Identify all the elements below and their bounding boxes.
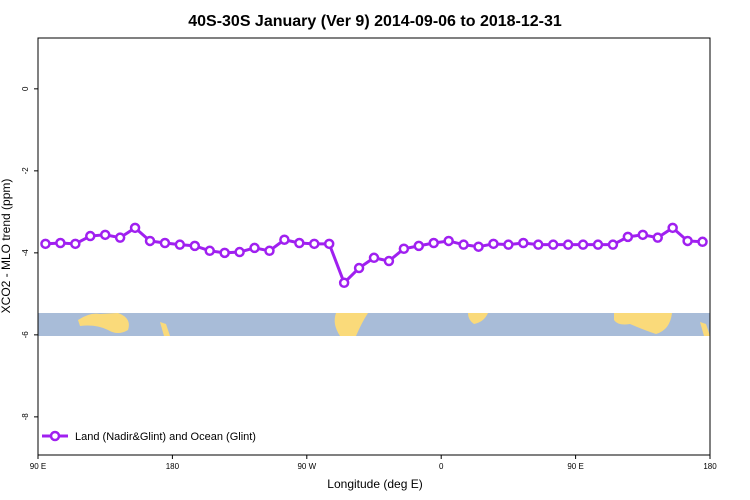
data-point (413, 240, 425, 252)
data-point (323, 238, 335, 250)
y-tick-label: -4 (21, 249, 30, 257)
y-tick-label: 0 (21, 86, 30, 91)
data-point (518, 237, 529, 249)
y-tick-label: -8 (21, 413, 30, 421)
data-point (503, 239, 514, 250)
x-tick-label: 180 (166, 462, 180, 471)
data-point (443, 235, 454, 247)
data-point (85, 230, 96, 242)
y-tick-label: -2 (21, 167, 30, 175)
data-point (279, 234, 290, 245)
plot-frame (37, 37, 711, 456)
data-point (652, 232, 663, 243)
data-point (682, 235, 693, 247)
data-point (309, 238, 320, 250)
data-point (547, 239, 559, 250)
data-point (129, 222, 141, 234)
data-point (174, 239, 186, 250)
x-tick-label: 90 E (30, 462, 46, 471)
data-point (383, 255, 395, 267)
data-point (622, 231, 634, 243)
data-point (55, 237, 66, 249)
data-point (99, 229, 111, 241)
x-tick-label: 0 (439, 462, 444, 471)
legend-label: Land (Nadir&Glint) and Ocean (Glint) (75, 431, 256, 443)
data-point (234, 246, 245, 258)
data-point (428, 237, 439, 249)
data-point (368, 252, 380, 264)
data-point (249, 242, 260, 254)
data-point (562, 239, 574, 250)
y-axis-label: XCO2 - MLO trend (ppm) (0, 179, 13, 314)
data-point (473, 241, 484, 252)
data-point (219, 247, 230, 259)
data-point (533, 239, 544, 250)
data-point (577, 239, 589, 250)
land-map-strip (38, 313, 710, 336)
data-point (353, 262, 365, 274)
data-point (458, 239, 469, 250)
data-point (159, 237, 171, 249)
data-point (697, 236, 708, 248)
x-axis-label: Longitude (deg E) (327, 477, 422, 491)
data-point (70, 238, 81, 250)
chart-title: 40S-30S January (Ver 9) 2014-09-06 to 20… (188, 13, 562, 30)
x-tick-label: 90 W (297, 462, 316, 471)
data-point (667, 222, 678, 234)
x-tick-label: 180 (703, 462, 717, 471)
data-point (189, 240, 201, 252)
data-point (607, 239, 619, 250)
data-point (398, 243, 410, 255)
data-point (144, 235, 156, 247)
data-point (592, 239, 604, 250)
data-point (488, 238, 499, 250)
data-point (40, 238, 51, 250)
data-point (294, 237, 305, 249)
data-point (264, 245, 275, 257)
data-point (338, 277, 350, 289)
data-point (204, 245, 215, 257)
x-tick-label: 90 E (567, 462, 583, 471)
data-point (114, 232, 126, 243)
data-point (637, 229, 649, 241)
legend-marker (49, 430, 61, 442)
y-tick-label: -6 (21, 331, 30, 339)
